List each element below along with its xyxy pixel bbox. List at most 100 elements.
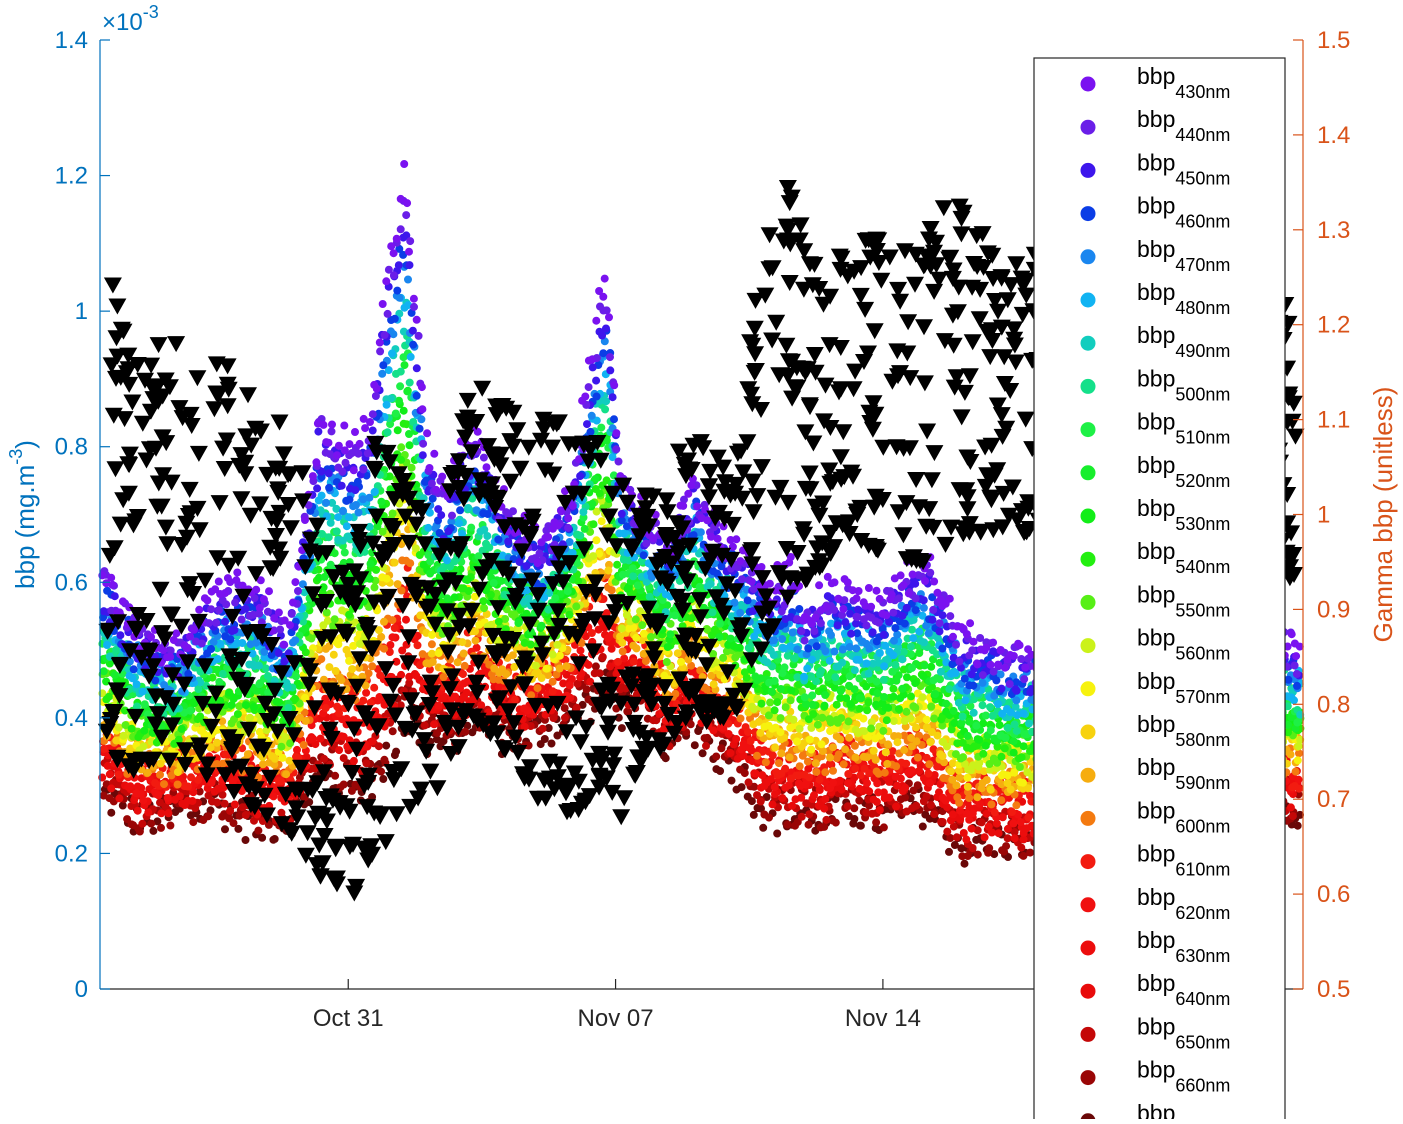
legend-label: bbp660nm — [1137, 1057, 1230, 1096]
legend-entry: bbp660nm — [1080, 1057, 1230, 1096]
legend-entry: bbp580nm — [1080, 711, 1230, 750]
legend-label: bbp580nm — [1137, 711, 1230, 750]
legend-marker — [1080, 638, 1096, 654]
legend-marker — [1080, 76, 1096, 92]
y-right-tick-label: 1 — [1317, 502, 1330, 529]
gamma-bbp-markers — [97, 180, 1305, 902]
legend-entry: bbp610nm — [1080, 841, 1230, 880]
legend-entry: bbp600nm — [1080, 797, 1230, 836]
y-left-axis-label: bbp (mg.m-3) — [6, 440, 40, 589]
bbp-points-450nm — [99, 231, 1304, 738]
y-right-tick-label: 1.3 — [1317, 217, 1350, 244]
legend-label: bbp540nm — [1137, 538, 1230, 577]
legend-marker — [1080, 378, 1096, 394]
legend-label: bbp570nm — [1137, 668, 1230, 707]
y-left-tick-label: 1.4 — [55, 27, 88, 54]
legend-entry: bbp640nm — [1080, 970, 1230, 1009]
legend-entry: bbp510nm — [1080, 409, 1230, 448]
legend-marker — [1080, 724, 1096, 740]
legend-label: bbp460nm — [1137, 193, 1230, 232]
legend-entry: bbp590nm — [1080, 754, 1230, 793]
legend-marker — [1080, 206, 1096, 222]
legend-label: bbp620nm — [1137, 884, 1230, 923]
y-right-tick-label: 1.4 — [1317, 122, 1350, 149]
legend-label: bbp470nm — [1137, 236, 1230, 275]
x-tick-label: Nov 14 — [845, 1005, 921, 1032]
y-right-tick-label: 0.6 — [1317, 881, 1350, 908]
legend-marker — [1080, 1070, 1096, 1086]
legend-entry: bbp630nm — [1080, 927, 1230, 966]
y-left-tick-label: 1.2 — [55, 163, 88, 190]
legend-label: bbp650nm — [1137, 1013, 1230, 1052]
legend-entry: bbp520nm — [1080, 452, 1230, 491]
legend-label: bbp430nm — [1137, 63, 1230, 102]
y-right-tick-label: 0.5 — [1317, 976, 1350, 1003]
legend-marker — [1080, 854, 1096, 870]
legend-marker — [1080, 1026, 1096, 1042]
y-right-tick-label: 1.5 — [1317, 27, 1350, 54]
legend-marker — [1080, 465, 1096, 481]
legend-marker — [1080, 767, 1096, 783]
legend-entry: bbp490nm — [1080, 322, 1230, 361]
legend-marker — [1080, 119, 1096, 135]
legend-entry: bbp470nm — [1080, 236, 1230, 275]
legend-marker — [1080, 594, 1096, 610]
legend-label: bbp520nm — [1137, 452, 1230, 491]
bbp-points-520nm — [99, 361, 1304, 765]
legend-label: bbp440nm — [1137, 106, 1230, 145]
y-left-tick-label: 0.4 — [55, 705, 88, 732]
legend-label: bbp480nm — [1137, 279, 1230, 318]
legend-label: bbp510nm — [1137, 409, 1230, 448]
legend-label: bbp630nm — [1137, 927, 1230, 966]
legend-entry: bbp450nm — [1080, 149, 1230, 188]
legend-marker — [1080, 249, 1096, 265]
bbp-points-600nm — [100, 556, 1304, 823]
legend-entry: bbp650nm — [1080, 1013, 1230, 1052]
legend-label: bbp560nm — [1137, 625, 1230, 664]
legend-entry: bbp560nm — [1080, 625, 1230, 664]
legend-marker — [1080, 422, 1096, 438]
y-left-tick-label: 0.8 — [55, 434, 88, 461]
legend-entry: bbp480nm — [1080, 279, 1230, 318]
bbp-points-530nm — [99, 386, 1304, 778]
legend-entry: bbp550nm — [1080, 581, 1230, 620]
y-left-tick-label: 0.6 — [55, 569, 88, 596]
y-right-tick-label: 1.2 — [1317, 312, 1350, 339]
x-tick-label: Oct 31 — [313, 1005, 384, 1032]
legend-entry: bbp570nm — [1080, 668, 1230, 707]
y-left-tick-label: 0.2 — [55, 840, 88, 867]
y-left-tick-label: 0 — [75, 976, 88, 1003]
legend-entry: bbp440nm — [1080, 106, 1230, 145]
legend-label: bbp610nm — [1137, 841, 1230, 880]
y-left-tick-label: 1 — [75, 298, 88, 325]
y-right-tick-label: 1.1 — [1317, 407, 1350, 434]
legend-marker — [1080, 335, 1096, 351]
y-left-exponent: ×10-3 — [102, 2, 159, 36]
legend-label: bbp490nm — [1137, 322, 1230, 361]
legend-marker — [1080, 681, 1096, 697]
legend-label: bbp530nm — [1137, 495, 1230, 534]
legend-marker — [1080, 897, 1096, 913]
legend-marker — [1080, 810, 1096, 826]
y-right-tick-label: 0.7 — [1317, 786, 1350, 813]
legend-label: bbp640nm — [1137, 970, 1230, 1009]
legend-entry: bbp460nm — [1080, 193, 1230, 232]
legend-marker — [1080, 551, 1096, 567]
bbp-points-640nm — [98, 618, 1301, 849]
bbp-points-440nm — [100, 196, 1301, 734]
y-right-tick-label: 0.9 — [1317, 596, 1350, 623]
legend-entry: bbp620nm — [1080, 884, 1230, 923]
legend-entry: bbp530nm — [1080, 495, 1230, 534]
legend-label: bbp500nm — [1137, 365, 1230, 404]
legend-entry: bbp500nm — [1080, 365, 1230, 404]
legend-entry: bbp540nm — [1080, 538, 1230, 577]
gamma-bbp-points — [97, 180, 1305, 902]
bbp-points-650nm — [100, 637, 1304, 852]
y-right-tick-label: 0.8 — [1317, 691, 1350, 718]
x-tick-label: Nov 07 — [578, 1005, 654, 1032]
legend-label: bbp550nm — [1137, 581, 1230, 620]
legend-label: bbp590nm — [1137, 754, 1230, 793]
legend-box — [1033, 57, 1286, 1124]
